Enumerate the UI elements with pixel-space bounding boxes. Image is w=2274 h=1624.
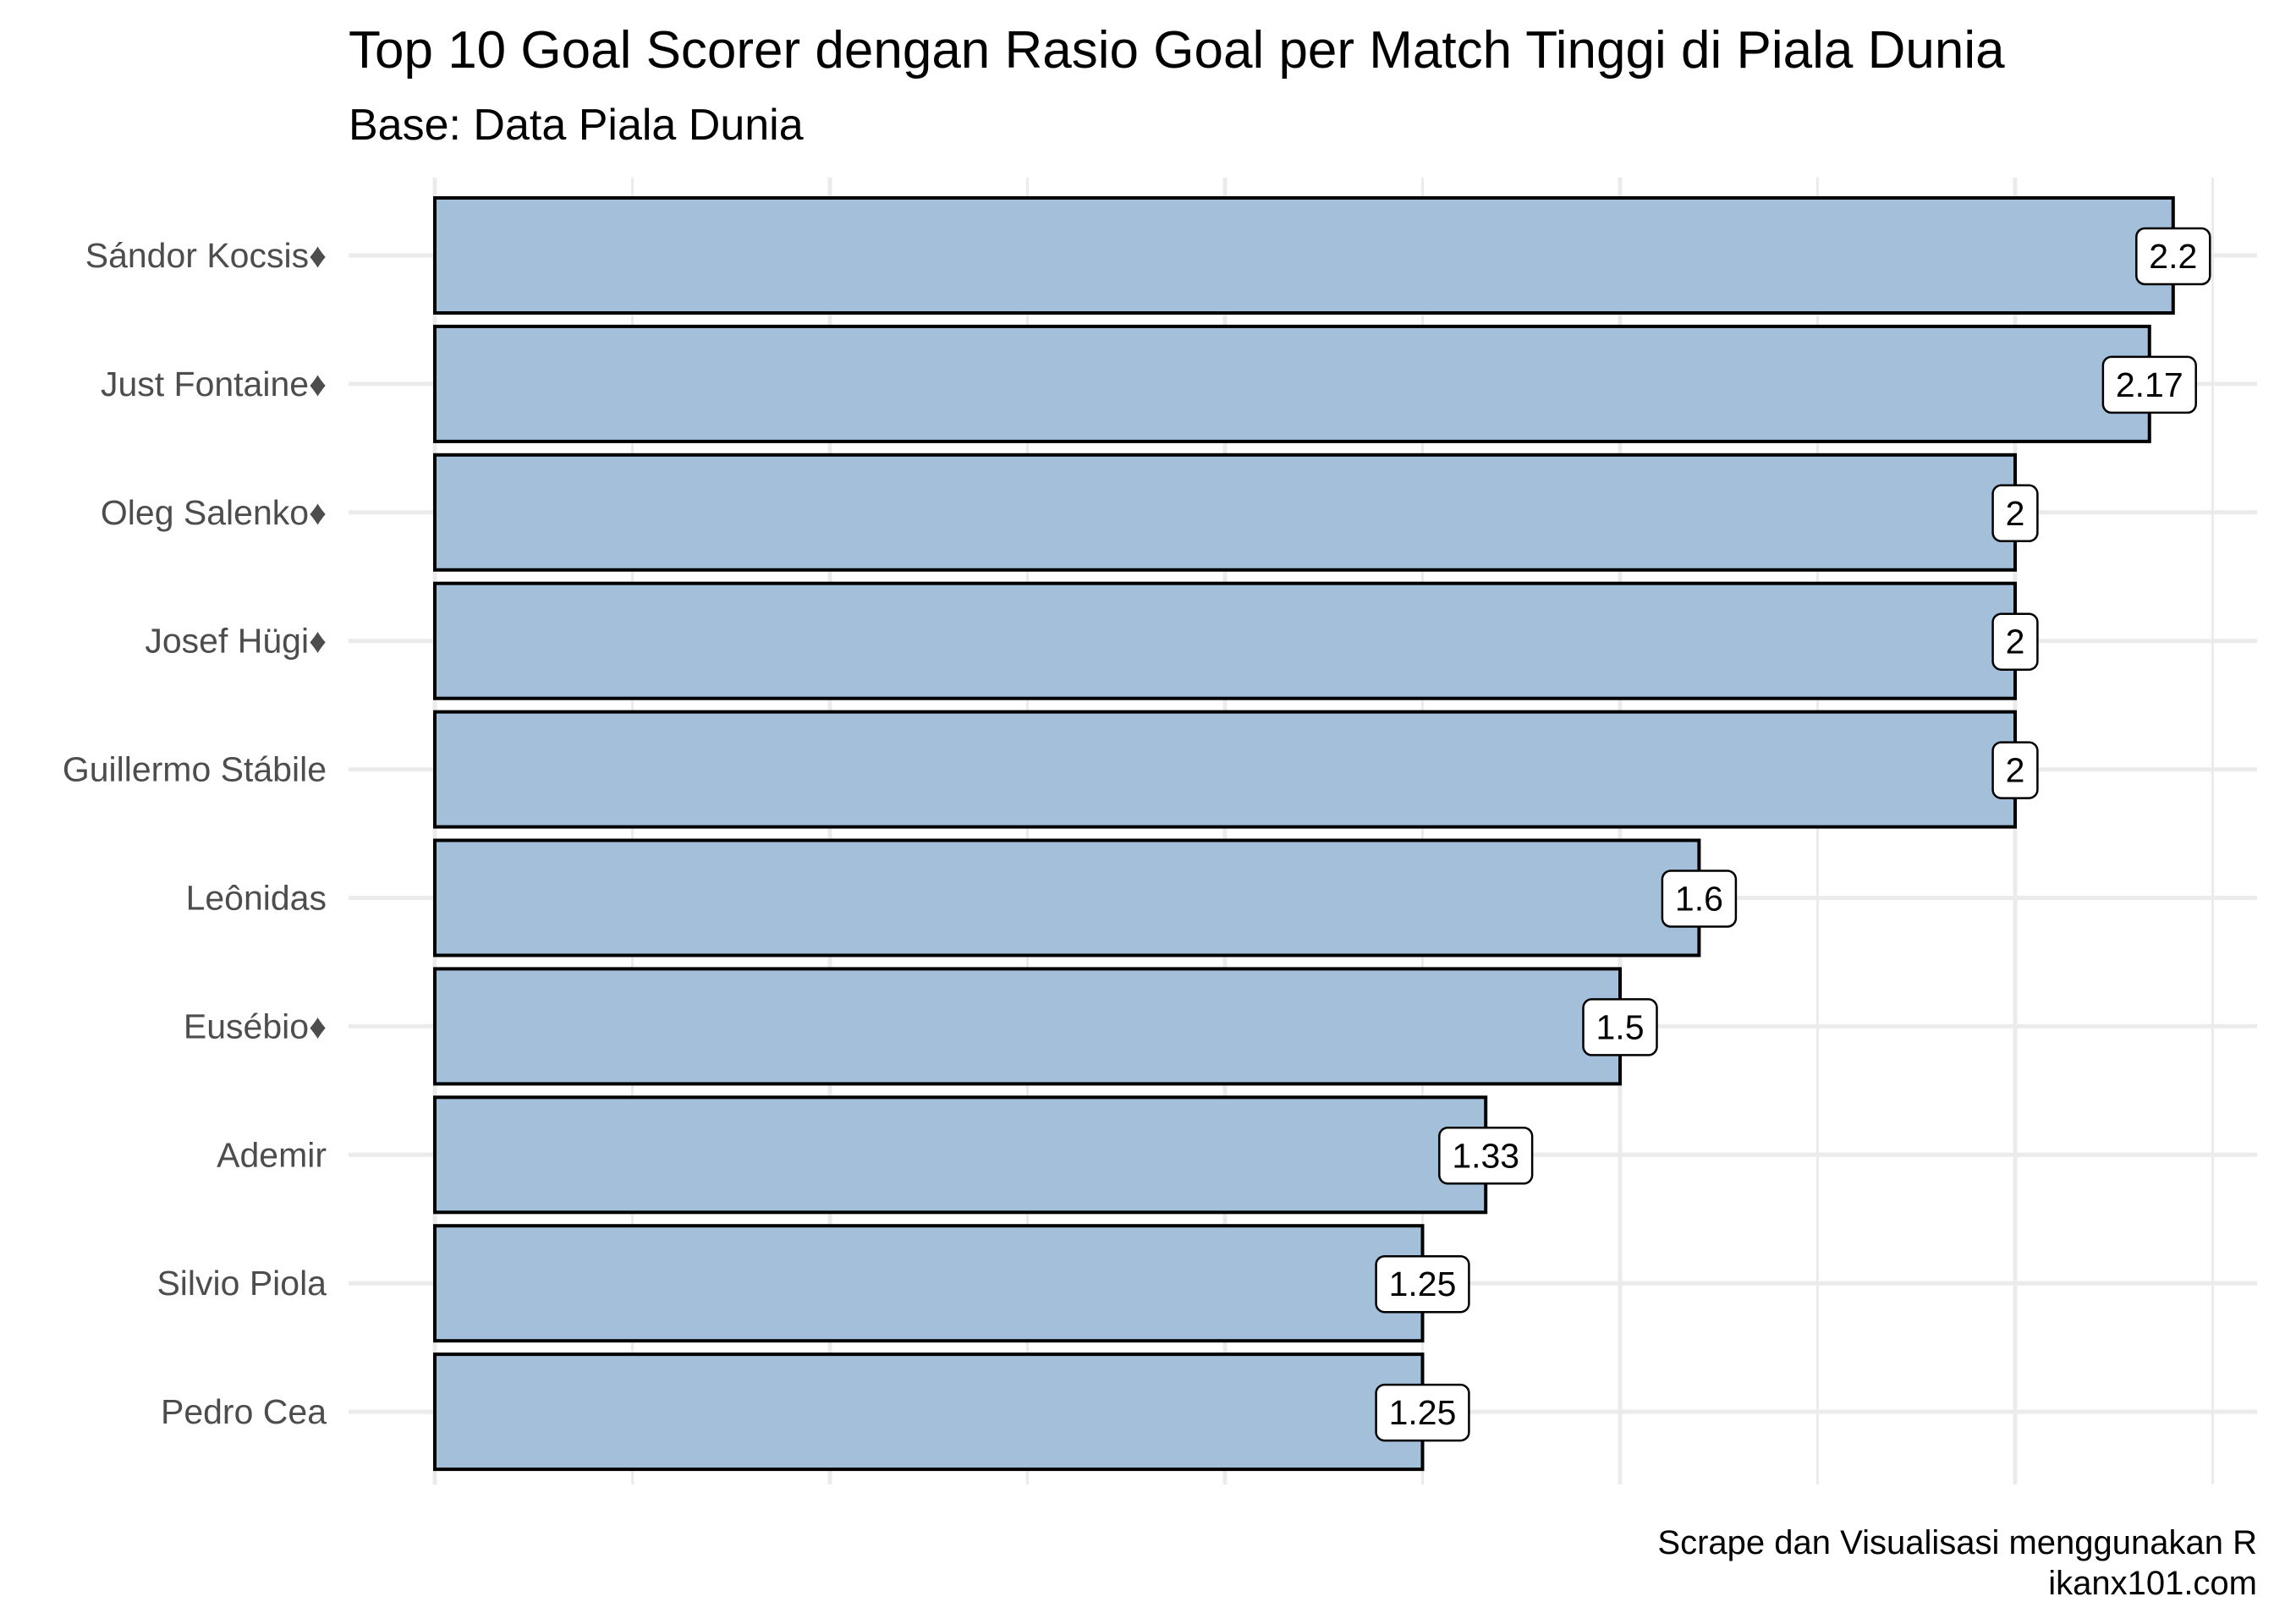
y-tick-label: Sándor Kocsis♦ xyxy=(85,236,327,275)
data-label-text: 2 xyxy=(2006,751,2025,790)
data-label-text: 1.5 xyxy=(1596,1007,1645,1046)
bar xyxy=(433,710,2017,829)
bar xyxy=(433,967,1622,1086)
bar xyxy=(433,453,2017,572)
y-tick-label: Just Fontaine♦ xyxy=(101,365,327,403)
bars-group xyxy=(433,196,2175,1472)
y-tick-label: Leônidas xyxy=(186,879,327,918)
data-labels: 2.2 2.17 2 2 2 1.6 1.5 1.33 1.25 1.25 xyxy=(1375,227,2211,1442)
data-label-text: 1.25 xyxy=(1389,1265,1457,1303)
y-axis: Sándor Kocsis♦ Just Fontaine♦ Oleg Salenko… xyxy=(63,236,327,1431)
data-label: 2.2 xyxy=(2135,227,2211,286)
bar xyxy=(433,1224,1425,1343)
data-label-text: 1.33 xyxy=(1452,1136,1519,1175)
data-label-box xyxy=(1991,741,2039,799)
chart-title: Top 10 Goal Scorer dengan Rasio Goal per… xyxy=(349,21,2005,80)
data-label-box xyxy=(2135,227,2211,286)
data-label-text: 2 xyxy=(2006,623,2025,661)
caption-line-2: ikanx101.com xyxy=(2048,1565,2257,1602)
data-label-box xyxy=(1438,1127,1534,1185)
data-label-box xyxy=(2101,355,2197,414)
data-label: 1.5 xyxy=(1582,998,1658,1056)
data-label: 2 xyxy=(1991,484,2039,543)
data-label: 1.33 xyxy=(1438,1127,1534,1185)
data-label: 1.6 xyxy=(1661,870,1738,928)
y-tick-label: Josef Hügi♦ xyxy=(145,622,327,661)
y-tick-label: Oleg Salenko♦ xyxy=(101,493,327,532)
data-label: 2 xyxy=(1991,612,2039,671)
y-tick-label: Silvio Piola xyxy=(157,1264,327,1303)
data-label-box xyxy=(1375,1254,1470,1314)
y-tick-label: Pedro Cea xyxy=(161,1392,327,1431)
data-label: 1.25 xyxy=(1375,1383,1470,1442)
data-label: 2.17 xyxy=(2101,355,2197,414)
data-label-box xyxy=(1375,1383,1470,1442)
data-label-box xyxy=(1991,484,2039,543)
data-label-text: 1.6 xyxy=(1675,880,1723,919)
bar xyxy=(433,324,2151,443)
y-tick-label: Eusébio♦ xyxy=(184,1007,327,1045)
data-label: 2 xyxy=(1991,741,2039,799)
caption-line-1: Scrape dan Visualisasi menggunakan R xyxy=(1657,1524,2257,1561)
data-label-box xyxy=(1661,870,1738,928)
data-label-text: 2.2 xyxy=(2149,237,2197,276)
data-label-text: 2.17 xyxy=(2116,365,2183,404)
data-label-text: 2 xyxy=(2006,494,2025,533)
bar xyxy=(433,581,2017,700)
bar xyxy=(433,196,2175,315)
bar xyxy=(433,1095,1488,1215)
bar xyxy=(433,1352,1425,1472)
y-tick-label: Guillermo Stábile xyxy=(63,750,327,789)
data-label-text: 1.25 xyxy=(1389,1393,1457,1432)
data-label-box xyxy=(1582,998,1658,1056)
data-label: 1.25 xyxy=(1375,1254,1470,1314)
chart-subtitle: Base: Data Piala Dunia xyxy=(349,101,804,150)
data-label-box xyxy=(1991,612,2039,671)
bar xyxy=(433,838,1701,957)
y-tick-label: Ademir xyxy=(217,1135,327,1174)
